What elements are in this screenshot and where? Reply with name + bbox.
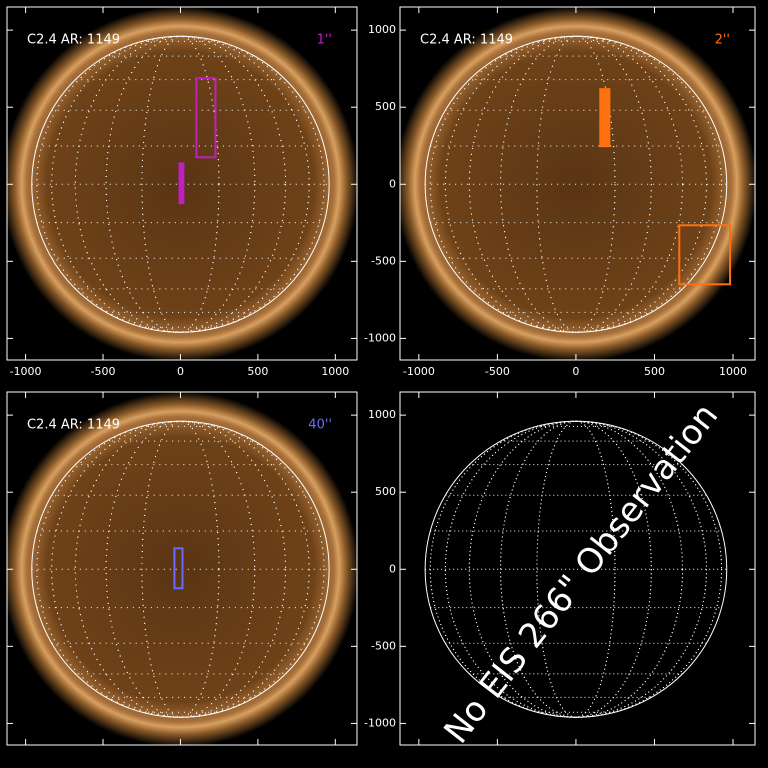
x-tick-label: 500 [247,365,268,378]
meridian [141,420,220,718]
meridian [536,35,616,333]
limb [31,35,330,333]
raster-box [678,224,732,286]
y-tick-label: 1000 [368,23,396,36]
panel: -1000 -500 0 500 1000 C2.4 AR: 1149 1'' [6,6,358,378]
x-tick-label: -1000 [10,365,42,378]
limb [424,35,728,333]
resolution-label: 2'' [715,33,730,48]
panel-title: C2.4 AR: 1149 [420,33,513,48]
meridian [51,35,310,333]
x-tick-label: -500 [485,365,510,378]
meridian [105,35,256,333]
y-tick-label: -1000 [364,331,396,344]
panel: -1000 -500 0 500 1000 -1000 -500 0 500 1000 C2.4 A… [364,6,756,378]
y-tick-label: -500 [371,639,396,652]
meridian [500,420,652,718]
limb [424,420,728,718]
y-tick-label: 500 [375,485,396,498]
resolution-label: 1'' [317,33,332,48]
x-tick-label: 1000 [321,365,349,378]
y-tick-label: 0 [389,177,396,190]
plot-area [7,392,357,745]
plot-area [7,7,357,360]
meridian [536,420,616,718]
solar-image [7,392,357,745]
frame [399,391,756,746]
x-tick-label: 1000 [719,365,747,378]
meridian [500,35,652,333]
meridian [468,420,684,718]
meridian [444,35,708,333]
plot-area [424,420,728,718]
plot-area [400,7,755,360]
limb [31,420,330,718]
x-tick-label: -500 [91,365,116,378]
x-tick-label: 0 [177,365,184,378]
solar-image [400,7,755,360]
x-tick-label: 500 [644,365,665,378]
raster-box [195,77,217,159]
resolution-label: 40'' [308,418,332,433]
raster-box [599,88,611,148]
frame [6,391,358,746]
meridian [51,420,310,718]
panel: C2.4 AR: 1149 40'' [6,391,358,746]
meridian [429,35,723,333]
frame [6,6,358,361]
y-tick-label: 500 [375,100,396,113]
y-tick-label: 1000 [368,408,396,421]
panel-title: C2.4 AR: 1149 [27,418,120,433]
raster-box [178,162,185,205]
frame [399,6,756,361]
panel-title: C2.4 AR: 1149 [27,33,120,48]
meridian [105,420,256,718]
y-tick-label: 0 [389,562,396,575]
meridian [468,35,684,333]
raster-box [173,547,184,590]
x-tick-label: -1000 [403,365,435,378]
y-tick-label: -1000 [364,716,396,729]
x-tick-label: 0 [572,365,579,378]
meridian [141,35,220,333]
y-tick-label: -500 [371,254,396,267]
